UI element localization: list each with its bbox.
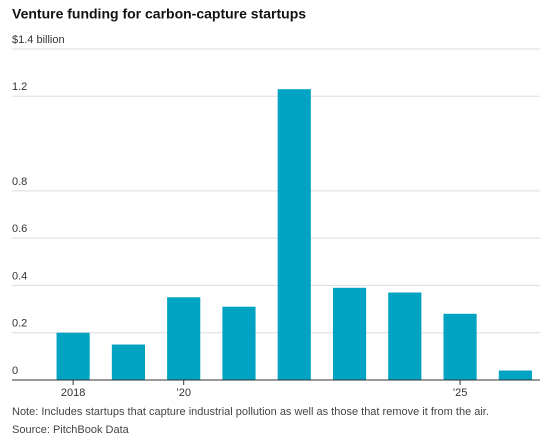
y-tick-label: 0.6	[12, 223, 27, 235]
bar	[111, 344, 145, 380]
bar	[277, 89, 311, 380]
chart-source: Source: PitchBook Data	[12, 424, 130, 436]
bar	[222, 306, 256, 380]
y-tick-label: 1.2	[12, 81, 27, 93]
chart-note: Note: Includes startups that capture ind…	[12, 406, 489, 418]
chart-title: Venture funding for carbon-capture start…	[12, 6, 306, 22]
y-tick-label: 0.4	[12, 270, 27, 282]
x-tick-label: ’20	[176, 387, 191, 399]
bar	[332, 287, 367, 380]
bar	[56, 332, 90, 380]
bar	[443, 313, 477, 380]
bar	[388, 292, 422, 380]
x-tick-label: 2018	[61, 387, 85, 399]
bar	[167, 297, 201, 380]
y-tick-label: 0	[12, 365, 18, 377]
y-tick-label: 0.2	[12, 318, 27, 330]
x-tick-label: ’25	[453, 387, 468, 399]
y-tick-label: $1.4 billion	[12, 34, 65, 46]
y-tick-label: 0.8	[12, 176, 27, 188]
bar	[498, 370, 532, 380]
